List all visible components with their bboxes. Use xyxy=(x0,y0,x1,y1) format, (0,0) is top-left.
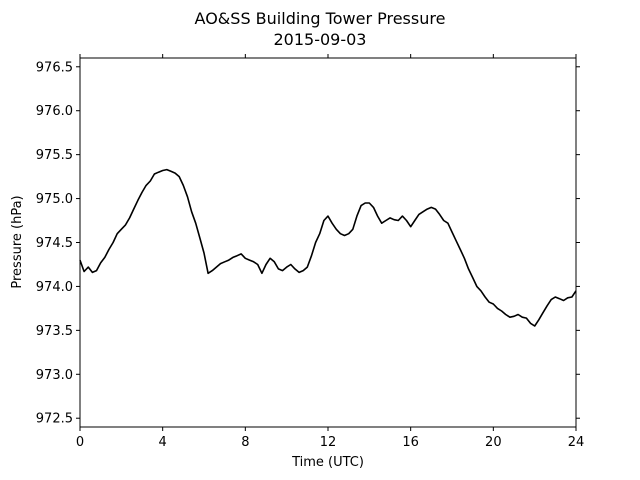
chart-subtitle: 2015-09-03 xyxy=(274,30,367,49)
plot-frame xyxy=(79,57,577,428)
y-tick-label: 976.5 xyxy=(36,60,73,75)
y-tick-label: 973.5 xyxy=(36,324,73,339)
x-axis-label: Time (UTC) xyxy=(291,455,364,470)
x-tick-label: 0 xyxy=(76,435,84,450)
x-tick-label: 24 xyxy=(568,435,585,450)
y-tick-label: 974.0 xyxy=(36,280,73,295)
y-tick-label: 976.0 xyxy=(36,104,73,119)
y-tick-label: 974.5 xyxy=(36,236,73,251)
x-tick-label: 16 xyxy=(402,435,419,450)
x-tick-label: 20 xyxy=(485,435,502,450)
y-tick-label: 973.0 xyxy=(36,368,73,383)
y-axis-label: Pressure (hPa) xyxy=(10,195,25,288)
chart-title: AO&SS Building Tower Pressure xyxy=(195,9,446,28)
y-tick-label: 972.5 xyxy=(36,412,73,427)
x-tick-label: 12 xyxy=(320,435,337,450)
x-tick-label: 4 xyxy=(159,435,167,450)
y-tick-label: 975.0 xyxy=(36,192,73,207)
pressure-series-line xyxy=(79,168,577,327)
y-tick-label: 975.5 xyxy=(36,148,73,163)
ticks-layer: 0 4 8 12 16 20 24 972.5 973.0 973.5 974.0 974.5 975.… xyxy=(36,54,584,450)
x-tick-label: 8 xyxy=(241,435,249,450)
